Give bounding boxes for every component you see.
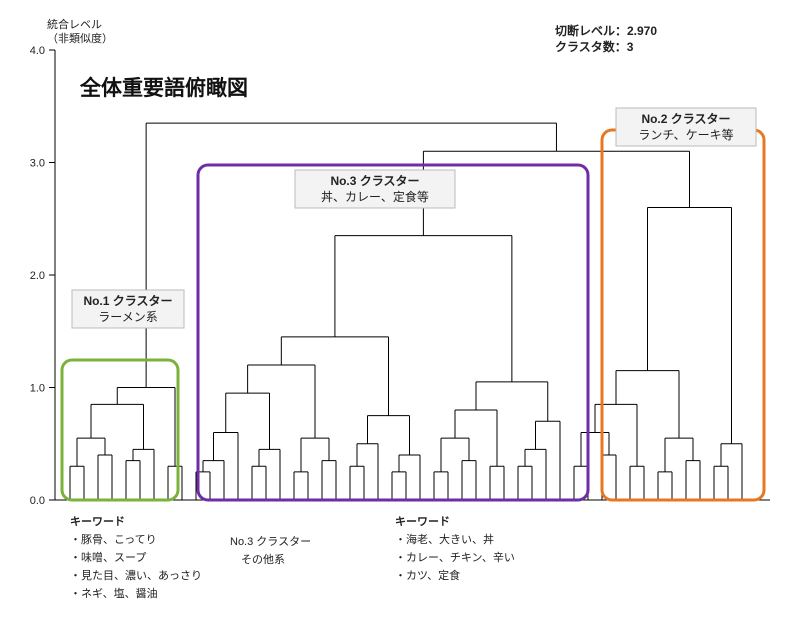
y-axis-title: 統合レベル <box>47 17 102 31</box>
y-tick-label: 3.0 <box>30 158 45 170</box>
dendrogram-figure: 0.0 1.0 2.0 3.0 4.0 統合レベル（非類似度） 全体重要語俯瞰図 切断レベル：… <box>0 0 800 637</box>
keyword-line: ・豚骨、こってり <box>70 533 157 546</box>
keyword-line: ・海老、大きい、丼 <box>395 532 494 546</box>
keyword-line: ・カツ、定食 <box>395 568 460 582</box>
keyword-line: ・カレー、チキン、辛い <box>395 550 515 564</box>
chart-title: 全体重要語俯瞰図 <box>79 76 248 100</box>
keyword-line: ・味噌、スープ <box>70 551 146 564</box>
cluster-label-text: 丼、カレー、定食等 <box>321 189 429 204</box>
cluster-label-text: No.1 クラスター <box>83 294 172 308</box>
cluster-rect-c2 <box>602 130 764 500</box>
y-tick-label: 2.0 <box>30 270 45 282</box>
keyword-line: ・ネギ、塩、醤油 <box>70 586 158 600</box>
y-tick-label: 1.0 <box>30 383 45 395</box>
keyword-line: ・見た目、濃い、あっさり <box>70 568 202 582</box>
y-axis-title: （非類似度） <box>47 31 113 45</box>
info-line: 切断レベル：2.970 <box>555 23 657 38</box>
cluster-label-text: No.3 クラスター <box>330 174 419 188</box>
keyword-line: No.3 クラスター <box>230 535 311 548</box>
cluster-label-text: ラーメン系 <box>98 310 158 324</box>
cluster-rect-c1 <box>62 360 178 500</box>
y-tick-label: 4.0 <box>30 45 45 57</box>
keyword-heading: キーワード <box>70 515 125 528</box>
keyword-line: その他系 <box>230 553 285 566</box>
cluster-label-text: ランチ、ケーキ等 <box>638 128 733 142</box>
keyword-heading: キーワード <box>395 515 450 528</box>
cluster-label-text: No.2 クラスター <box>641 112 730 126</box>
info-line: クラスタ数：3 <box>555 39 634 54</box>
y-tick-label: 0.0 <box>30 495 45 507</box>
